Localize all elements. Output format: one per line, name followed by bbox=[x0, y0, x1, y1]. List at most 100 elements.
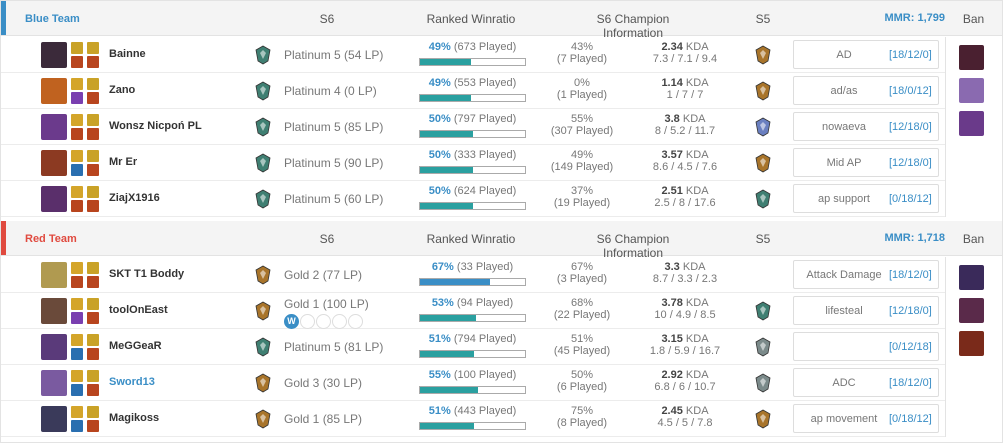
winratio-percent: 50% bbox=[428, 149, 451, 161]
champion-portrait[interactable] bbox=[41, 298, 67, 324]
rank-text: Gold 2 (77 LP) bbox=[284, 268, 363, 282]
winratio-bar bbox=[419, 350, 526, 358]
champion-portrait[interactable] bbox=[41, 150, 67, 176]
kda-ratio: 2.51 KDA bbox=[643, 185, 727, 197]
player-name[interactable]: MeGGeaR bbox=[109, 340, 162, 352]
player-name[interactable]: Sword13 bbox=[109, 376, 155, 388]
player-name[interactable]: Zano bbox=[109, 84, 136, 96]
champion-portrait[interactable] bbox=[41, 42, 67, 68]
player-note-button[interactable]: Mid AP [12/18/0] bbox=[793, 148, 939, 177]
champion-winratio-percent: 67% bbox=[570, 261, 594, 273]
winratio-bar-fill bbox=[420, 131, 473, 137]
kda-label: KDA bbox=[685, 149, 709, 161]
summoner-spell-icon bbox=[71, 420, 83, 432]
ranked-winratio: 49% (673 Played) bbox=[419, 41, 526, 53]
player-note-button[interactable]: ap movement [0/18/12] bbox=[793, 404, 939, 433]
player-note-button[interactable]: [0/12/18] bbox=[793, 332, 939, 361]
champion-portrait[interactable] bbox=[41, 406, 67, 432]
team-name[interactable]: Blue Team bbox=[25, 13, 80, 25]
kda-ratio: 2.45 KDA bbox=[643, 405, 727, 417]
team-red: Red Team S6 Ranked Winratio S6 Champion Inf… bbox=[1, 221, 1002, 437]
player-name[interactable]: toolOnEast bbox=[109, 304, 168, 316]
rank-emblem-icon bbox=[253, 409, 273, 429]
champion-portrait[interactable] bbox=[41, 262, 67, 288]
player-name[interactable]: SKT T1 Boddy bbox=[109, 268, 185, 280]
summoner-spell-icon bbox=[71, 150, 83, 162]
player-row: MeGGeaR Platinum 5 (81 LP) 51% (794 Played… bbox=[1, 329, 945, 365]
rank-emblem-icon bbox=[253, 265, 273, 285]
s5-rank-emblem-icon bbox=[753, 373, 773, 393]
player-note-button[interactable]: ADC [18/12/0] bbox=[793, 368, 939, 397]
s5-rank-emblem-icon bbox=[753, 337, 773, 357]
winratio-percent: 67% bbox=[431, 261, 454, 273]
champion-played: (7 Played) bbox=[556, 53, 608, 65]
banned-champion-icon[interactable] bbox=[959, 265, 984, 290]
champion-portrait[interactable] bbox=[41, 78, 67, 104]
winratio-percent: 51% bbox=[428, 333, 451, 345]
kda-value: 2.92 bbox=[661, 369, 683, 381]
champion-winratio-percent: 43% bbox=[570, 41, 594, 53]
banned-champion-icon[interactable] bbox=[959, 45, 984, 70]
ranked-winratio: 51% (443 Played) bbox=[419, 405, 526, 417]
rune-icon bbox=[87, 406, 99, 418]
rank-text: Gold 3 (30 LP) bbox=[284, 376, 363, 390]
note-text: Mid AP bbox=[826, 157, 862, 169]
ranked-winratio: 53% (94 Played) bbox=[419, 297, 526, 309]
player-note-button[interactable]: nowaeva [12/18/0] bbox=[793, 112, 939, 141]
summoner-spell-icon bbox=[71, 92, 83, 104]
player-row: SKT T1 Boddy Gold 2 (77 LP) 67% (33 Played… bbox=[1, 257, 945, 293]
winratio-column-header: Ranked Winratio bbox=[426, 232, 516, 246]
player-note-button[interactable]: ad/as [18/0/12] bbox=[793, 76, 939, 105]
s5-rank-emblem-icon bbox=[753, 81, 773, 101]
kda-value: 3.57 bbox=[661, 149, 683, 161]
summoner-spell-icon bbox=[71, 56, 83, 68]
note-score: [18/12/0] bbox=[889, 377, 932, 389]
player-note-button[interactable]: lifesteal [12/18/0] bbox=[793, 296, 939, 325]
team-name[interactable]: Red Team bbox=[25, 233, 77, 245]
champion-portrait[interactable] bbox=[41, 114, 67, 140]
rank-text: Platinum 5 (90 LP) bbox=[284, 156, 384, 170]
player-note-button[interactable]: AD [18/12/0] bbox=[793, 40, 939, 69]
player-note-button[interactable]: ap support [0/18/12] bbox=[793, 184, 939, 213]
promo-series: W bbox=[284, 314, 364, 329]
note-text: ADC bbox=[832, 377, 856, 389]
team-mmr: MMR: 1,799 bbox=[884, 12, 945, 24]
champion-portrait[interactable] bbox=[41, 186, 67, 212]
champion-winratio: 43% (7 Played) bbox=[546, 41, 618, 65]
winratio-percent: 55% bbox=[428, 369, 451, 381]
player-name[interactable]: Bainne bbox=[109, 48, 146, 60]
champion-winratio: 51% (45 Played) bbox=[546, 333, 618, 357]
ranked-winratio: 50% (797 Played) bbox=[419, 113, 526, 125]
ban-column-header: Ban bbox=[962, 232, 985, 246]
note-text: ad/as bbox=[830, 85, 858, 97]
player-name[interactable]: Magikoss bbox=[109, 412, 160, 424]
banned-champion-icon[interactable] bbox=[959, 111, 984, 136]
player-name[interactable]: ZiajX1916 bbox=[109, 192, 160, 204]
mastery-icon bbox=[87, 164, 99, 176]
banned-champion-icon[interactable] bbox=[959, 298, 984, 323]
champion-portrait[interactable] bbox=[41, 370, 67, 396]
summoner-spell-icon bbox=[71, 406, 83, 418]
winratio-percent: 53% bbox=[431, 297, 454, 309]
player-name[interactable]: Mr Er bbox=[109, 156, 138, 168]
note-score: [0/18/12] bbox=[889, 413, 932, 425]
rune-icon bbox=[87, 150, 99, 162]
player-note-button[interactable]: Attack Damage [18/12/0] bbox=[793, 260, 939, 289]
player-name[interactable]: Wonsz Nicpoń PL bbox=[109, 120, 202, 132]
winratio-played: (100 Played) bbox=[453, 369, 517, 381]
winratio-column-header: Ranked Winratio bbox=[426, 12, 516, 26]
banned-champion-icon[interactable] bbox=[959, 331, 984, 356]
team-color-stripe bbox=[1, 1, 6, 35]
winratio-bar bbox=[419, 130, 526, 138]
kda-line: 8.7 / 3.3 / 2.3 bbox=[652, 273, 718, 285]
ranked-winratio: 50% (624 Played) bbox=[419, 185, 526, 197]
champion-portrait[interactable] bbox=[41, 334, 67, 360]
kda-ratio: 3.3 KDA bbox=[643, 261, 727, 273]
champion-winratio: 75% (8 Played) bbox=[546, 405, 618, 429]
banned-champion-icon[interactable] bbox=[959, 78, 984, 103]
kda-value: 2.45 bbox=[661, 405, 683, 417]
note-text: Attack Damage bbox=[806, 269, 882, 281]
rank-emblem-icon bbox=[253, 337, 273, 357]
summoner-spell-icon bbox=[71, 114, 83, 126]
champion-kda: 2.92 KDA 6.8 / 6 / 10.7 bbox=[643, 369, 727, 393]
